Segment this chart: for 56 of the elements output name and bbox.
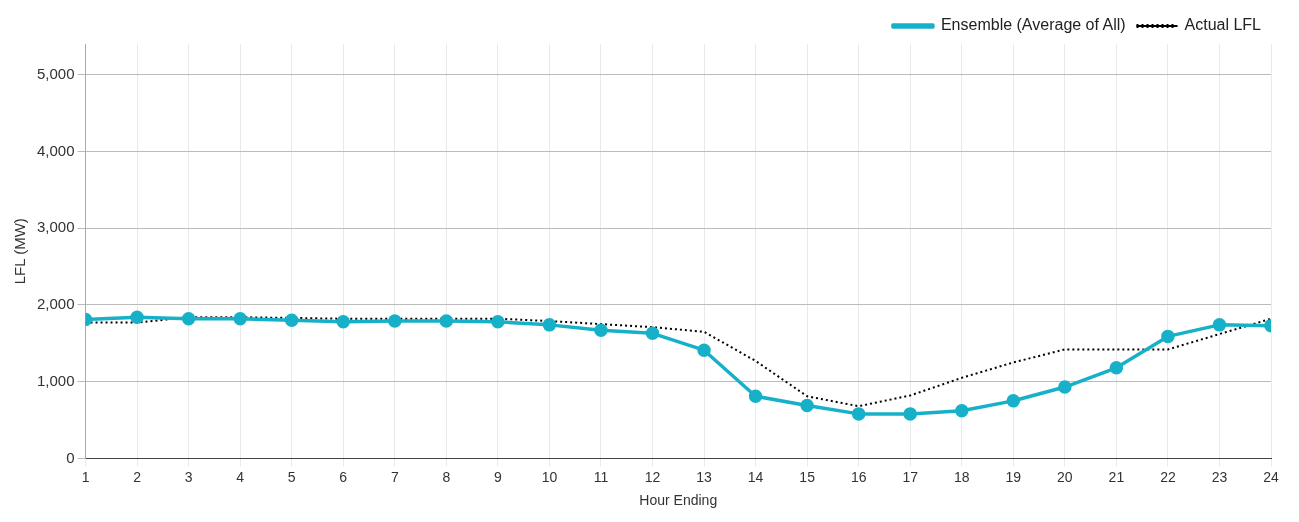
point bbox=[336, 315, 350, 329]
x-tick-label: 5 bbox=[287, 468, 296, 485]
legend-label: Ensemble (Average of All) bbox=[940, 16, 1126, 34]
point bbox=[1212, 318, 1227, 332]
point bbox=[181, 311, 196, 326]
point bbox=[748, 389, 763, 403]
x-tick-label: 9 bbox=[493, 468, 502, 485]
x-tick-label: 11 bbox=[593, 468, 609, 485]
point bbox=[439, 314, 454, 328]
point bbox=[130, 310, 144, 324]
x-tick-label: 17 bbox=[902, 468, 919, 485]
x-tick-label: 21 bbox=[1108, 468, 1125, 485]
point bbox=[1058, 380, 1072, 394]
x-tick-label: 18 bbox=[953, 468, 970, 485]
point bbox=[1161, 329, 1175, 344]
x-tick-label: 4 bbox=[236, 468, 245, 485]
y-tick-label: 2,000 bbox=[36, 295, 75, 313]
point bbox=[388, 314, 402, 328]
x-tick-label: 2 bbox=[133, 468, 142, 485]
x-tick-label: 14 bbox=[747, 468, 764, 485]
x-tick-label: 1 bbox=[81, 468, 90, 485]
y-axis-title: LFL (MW) bbox=[11, 218, 29, 285]
y-tick-label: 4,000 bbox=[36, 141, 75, 159]
y-tick-label: 3,000 bbox=[36, 218, 75, 236]
x-axis-title: Hour Ending bbox=[639, 492, 718, 509]
point bbox=[542, 318, 557, 332]
x-tick-label: 3 bbox=[184, 468, 193, 485]
x-tick-label: 20 bbox=[1057, 468, 1073, 485]
point bbox=[284, 313, 299, 328]
x-tick-label: 10 bbox=[541, 468, 558, 485]
point bbox=[491, 315, 505, 329]
point bbox=[903, 407, 917, 421]
x-tick-label: 7 bbox=[390, 468, 399, 485]
y-tick-label: 0 bbox=[66, 448, 75, 466]
x-tick-label: 24 bbox=[1263, 468, 1279, 485]
y-tick-label: 5,000 bbox=[36, 64, 75, 82]
point bbox=[1109, 361, 1124, 375]
x-tick-label: 12 bbox=[644, 468, 661, 485]
point bbox=[851, 407, 866, 421]
x-tick-label: 16 bbox=[850, 468, 867, 485]
x-tick-label: 6 bbox=[339, 468, 348, 485]
y-tick-label: 1,000 bbox=[36, 371, 75, 389]
x-tick-label: 19 bbox=[1005, 468, 1022, 485]
point bbox=[1006, 394, 1021, 408]
point bbox=[800, 398, 814, 413]
x-tick-label: 15 bbox=[799, 468, 816, 485]
x-tick-label: 13 bbox=[696, 468, 713, 485]
point bbox=[594, 323, 608, 337]
x-tick-label: 22 bbox=[1160, 468, 1176, 485]
point bbox=[697, 343, 711, 357]
point bbox=[645, 326, 660, 341]
x-tick-label: 23 bbox=[1211, 468, 1228, 485]
point bbox=[233, 311, 247, 326]
legend-label: Actual LFL bbox=[1184, 16, 1262, 34]
x-tick-label: 8 bbox=[442, 468, 451, 485]
point bbox=[955, 404, 969, 418]
